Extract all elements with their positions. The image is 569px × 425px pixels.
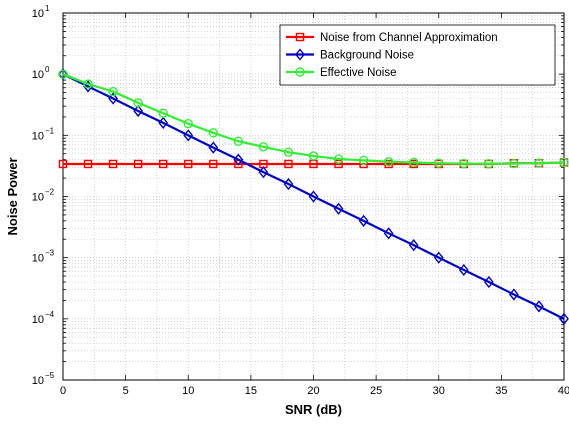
x-tick-label: 40 [558, 385, 569, 397]
data-point [108, 159, 118, 169]
y-tick-exponent: −2 [45, 188, 55, 197]
series-group [58, 68, 569, 325]
data-point [433, 251, 444, 264]
data-point [133, 159, 143, 169]
data-point [358, 155, 369, 166]
data-point [509, 288, 519, 301]
data-point [108, 86, 118, 97]
y-tick-label: 10 [32, 375, 44, 387]
data-point [459, 158, 469, 169]
data-point [258, 142, 269, 152]
x-tick-label: 15 [245, 385, 257, 397]
legend-label: Background Noise [320, 50, 414, 62]
data-point [308, 190, 319, 203]
legend-item: Effective Noise [286, 67, 397, 79]
data-point [434, 158, 444, 168]
tick-marks [62, 13, 565, 381]
data-point [334, 159, 343, 169]
y-tick-exponent: −1 [45, 126, 55, 135]
data-point [184, 159, 193, 169]
data-point [308, 151, 319, 161]
data-point [83, 79, 93, 89]
data-point [233, 153, 244, 166]
data-point [209, 159, 218, 169]
series-3 [58, 69, 569, 169]
legend-marker [295, 67, 305, 77]
data-point [183, 129, 194, 142]
data-point [559, 312, 569, 325]
y-tick-label: 10 [32, 130, 44, 142]
data-point [208, 141, 219, 154]
series-line [62, 73, 565, 165]
series-2 [58, 68, 569, 325]
data-point [258, 166, 269, 179]
legend-label: Noise from Channel Approximation [320, 32, 498, 44]
data-point [83, 159, 93, 169]
data-point [333, 202, 344, 215]
legend-marker [295, 32, 305, 42]
y-tick-label: 10 [32, 253, 44, 265]
legend-box [279, 24, 556, 86]
data-point [408, 239, 419, 252]
data-point [108, 92, 118, 105]
data-point [559, 157, 569, 168]
legend-label: Effective Noise [320, 67, 397, 79]
data-point [283, 147, 294, 157]
data-point [484, 159, 494, 169]
data-point [158, 108, 168, 118]
x-tick-label: 0 [60, 385, 66, 397]
grid [63, 13, 564, 380]
data-point [383, 227, 394, 240]
data-point [409, 157, 419, 168]
x-axis-label: SNR (dB) [285, 402, 342, 417]
y-axis-label: Noise Power [5, 157, 20, 235]
x-tick-label: 35 [495, 385, 507, 397]
data-point [158, 116, 169, 129]
data-point [158, 159, 168, 169]
data-point [133, 104, 144, 118]
legend-item: Background Noise [286, 48, 414, 62]
data-point [358, 214, 369, 227]
y-tick-exponent: −4 [45, 310, 55, 319]
data-point [534, 300, 544, 313]
data-point [284, 159, 293, 169]
data-point [208, 128, 219, 138]
data-point [509, 158, 519, 169]
data-point [534, 158, 544, 168]
data-point [483, 275, 494, 289]
x-tick-label: 25 [370, 385, 382, 397]
x-tick-label: 10 [182, 385, 194, 397]
y-tick-exponent: −5 [45, 371, 55, 380]
data-point [233, 136, 244, 146]
y-tick-label: 10 [32, 192, 44, 204]
x-tick-label: 5 [123, 385, 129, 397]
x-tick-labels: 0 5 10 15 20 25 30 35 40 [60, 385, 569, 397]
x-tick-label: 20 [307, 385, 319, 397]
y-tick-exponent: 1 [45, 4, 50, 13]
data-point [58, 69, 68, 79]
legend-marker [295, 48, 305, 61]
data-point [133, 98, 143, 108]
x-tick-label: 30 [433, 385, 445, 397]
data-point [58, 159, 68, 169]
legend: Noise from Channel Approximation Backgrou… [279, 24, 556, 86]
data-point [458, 263, 469, 277]
y-tick-exponent: −3 [45, 249, 55, 258]
data-point [283, 177, 294, 191]
data-point [183, 118, 193, 129]
y-tick-label: 10 [32, 8, 44, 20]
data-point [333, 154, 344, 164]
series-line [62, 73, 565, 320]
y-tick-label: 10 [32, 314, 44, 326]
y-tick-label: 10 [32, 69, 44, 81]
data-point [58, 68, 68, 81]
y-tick-exponent: 0 [45, 65, 50, 74]
data-point [383, 157, 394, 167]
legend-item: Noise from Channel Approximation [286, 32, 498, 44]
